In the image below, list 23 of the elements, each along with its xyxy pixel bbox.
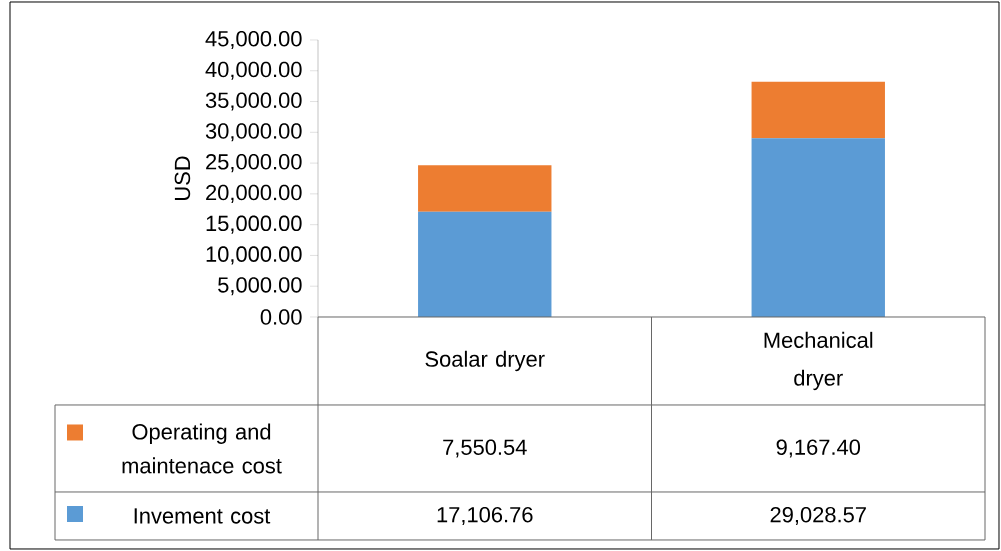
y-tick-label: 40,000.00	[205, 61, 302, 80]
bar	[751, 81, 885, 139]
y-tick-label: 35,000.00	[205, 92, 302, 111]
bar	[418, 165, 552, 212]
y-axis-title: USD	[174, 156, 191, 200]
y-tick-label: 30,000.00	[205, 123, 302, 142]
y-tick-label: 10,000.00	[206, 246, 302, 265]
data-label: 9,167.40	[776, 439, 861, 458]
y-tick-label: 20,000.00	[206, 184, 302, 203]
y-tick-label: 0.00	[260, 309, 302, 325]
data-label: 29,028.57	[770, 506, 866, 526]
y-tick-label: 45,000.00	[205, 30, 302, 50]
legend-label: Operating and maintenace cost	[122, 423, 282, 474]
data-label: 7,550.54	[443, 439, 527, 458]
bar	[751, 138, 885, 317]
data-label: 17,106.76	[437, 506, 533, 526]
x-tick-label: Mechanical dryer	[764, 331, 873, 391]
legend-label: Invement cost	[134, 508, 271, 524]
x-tick-label: Soalar dryer	[425, 350, 545, 372]
y-tick-label: 5,000.00	[218, 277, 302, 296]
y-tick-label: 15,000.00	[206, 215, 302, 234]
bar	[418, 211, 552, 317]
y-tick-label: 25,000.00	[206, 154, 302, 173]
